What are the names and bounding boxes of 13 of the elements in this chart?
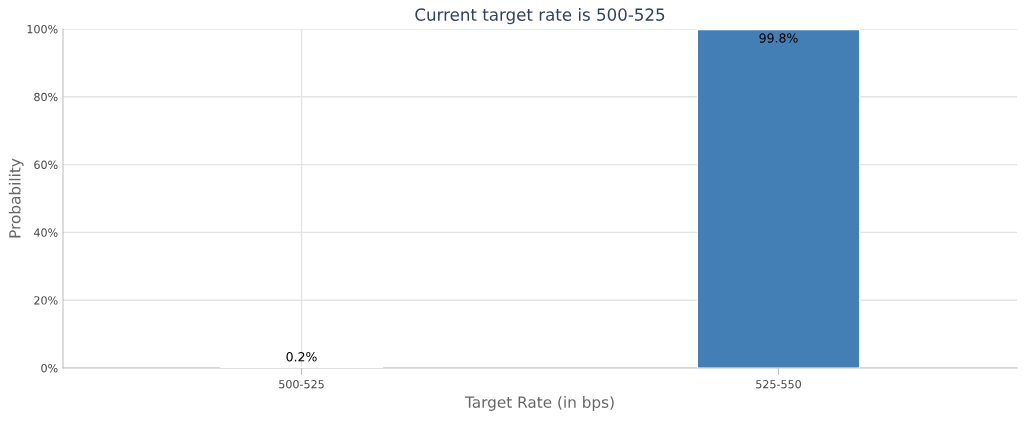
- x-axis-title: Target Rate (in bps): [464, 396, 614, 411]
- x-tick-label: 525-550: [756, 380, 801, 389]
- data-label: 99.8%: [759, 33, 798, 43]
- y-axis-title: Probability: [8, 158, 24, 238]
- data-label: 0.2%: [286, 352, 317, 362]
- y-tick-label: 100%: [27, 24, 58, 34]
- y-tick-label: 40%: [33, 228, 58, 237]
- x-tick-label: 500-525: [279, 380, 324, 389]
- y-tick-label: 20%: [34, 296, 58, 305]
- y-tick-label: 80%: [34, 92, 58, 102]
- y-tick-label: 60%: [34, 160, 58, 169]
- chart-title: Current target rate is 500-525: [415, 8, 665, 25]
- y-tick-label: 0%: [41, 363, 58, 373]
